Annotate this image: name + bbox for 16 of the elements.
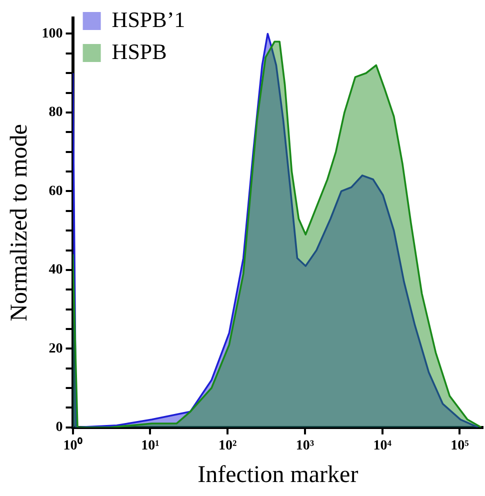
legend-label: HSPB’1 xyxy=(112,6,186,32)
x-axis-title: Infection marker xyxy=(198,462,358,488)
x-tick-label: 10⁵ xyxy=(450,438,469,454)
x-tick-label: 10⁰ xyxy=(63,436,82,454)
y-tick-label: 0 xyxy=(56,420,63,436)
y-tick-label: 60 xyxy=(48,184,63,199)
x-tick-label: 10³ xyxy=(296,438,314,454)
y-tick-label: 40 xyxy=(48,262,63,278)
x-tick-label: 10⁴ xyxy=(373,438,392,454)
y-tick-label: 20 xyxy=(48,341,63,356)
y-axis-title: Normalized to mode xyxy=(6,124,33,322)
y-tick-label: 80 xyxy=(48,105,63,120)
x-tick-label: 10¹ xyxy=(141,438,160,454)
legend-label: HSPB xyxy=(112,38,167,64)
x-tick-label: 10² xyxy=(218,438,237,454)
y-tick-label: 100 xyxy=(42,26,63,42)
